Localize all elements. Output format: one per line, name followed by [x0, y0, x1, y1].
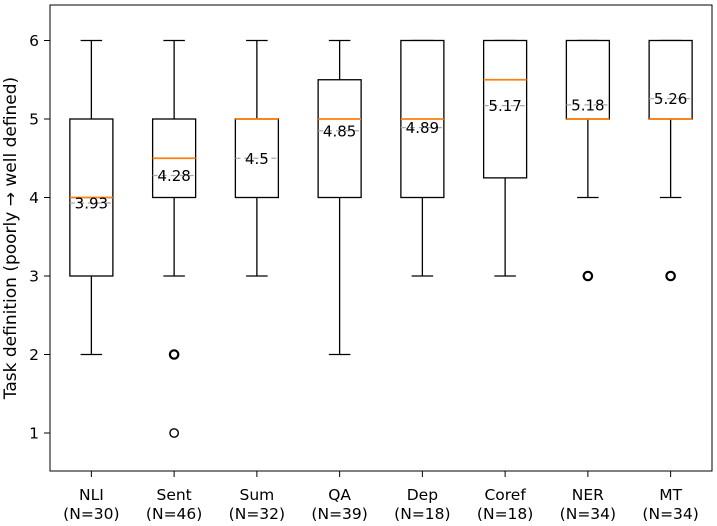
outlier-marker — [168, 349, 180, 360]
outlier-marker — [169, 428, 180, 438]
x-tick-label-n: (N=18) — [477, 505, 533, 523]
mean-label: 5.17 — [488, 97, 521, 115]
x-tick-label-n: (N=46) — [146, 505, 202, 523]
box-NER — [565, 39, 611, 120]
mean-label: 4.85 — [323, 122, 356, 140]
box-MT — [648, 39, 693, 120]
box-QA — [317, 79, 362, 199]
axes-frame — [49, 4, 713, 472]
x-tick-label-category: Coref — [484, 486, 526, 504]
x-tick-label-category: Sum — [239, 486, 274, 504]
mean-label: 5.18 — [571, 96, 604, 114]
x-tick-label-n: (N=39) — [311, 505, 367, 523]
mean-label: 3.93 — [75, 194, 108, 212]
y-tick-label: 1 — [29, 425, 39, 443]
outlier-marker — [582, 270, 594, 282]
y-tick-label: 6 — [29, 32, 39, 50]
x-tick-label-category: NLI — [79, 486, 104, 504]
y-tick-label: 4 — [29, 189, 39, 207]
x-tick-label-n: (N=32) — [229, 505, 285, 523]
x-tick-label-category: NER — [572, 486, 604, 504]
x-tick-label-n: (N=34) — [642, 505, 698, 523]
x-tick-label-category: QA — [328, 486, 351, 504]
mean-label: 5.26 — [654, 90, 687, 108]
x-tick-label-n: (N=34) — [560, 505, 616, 523]
box-Coref — [482, 39, 528, 179]
x-tick-label-category: MT — [659, 486, 682, 504]
x-tick-label-category: Dep — [407, 486, 438, 504]
mean-label: 4.28 — [157, 167, 190, 185]
mean-label: 4.5 — [245, 150, 269, 168]
y-tick-label: 5 — [29, 111, 39, 129]
x-tick-label-n: (N=18) — [394, 505, 450, 523]
outlier-marker — [665, 270, 676, 282]
y-tick-label: 3 — [29, 268, 39, 286]
y-axis-label: Task definition (poorly → well defined) — [1, 77, 21, 400]
y-tick-label: 2 — [29, 346, 39, 364]
x-tick-label-n: (N=30) — [63, 505, 119, 523]
x-tick-label-category: Sent — [156, 486, 191, 504]
mean-label: 4.89 — [406, 119, 439, 137]
